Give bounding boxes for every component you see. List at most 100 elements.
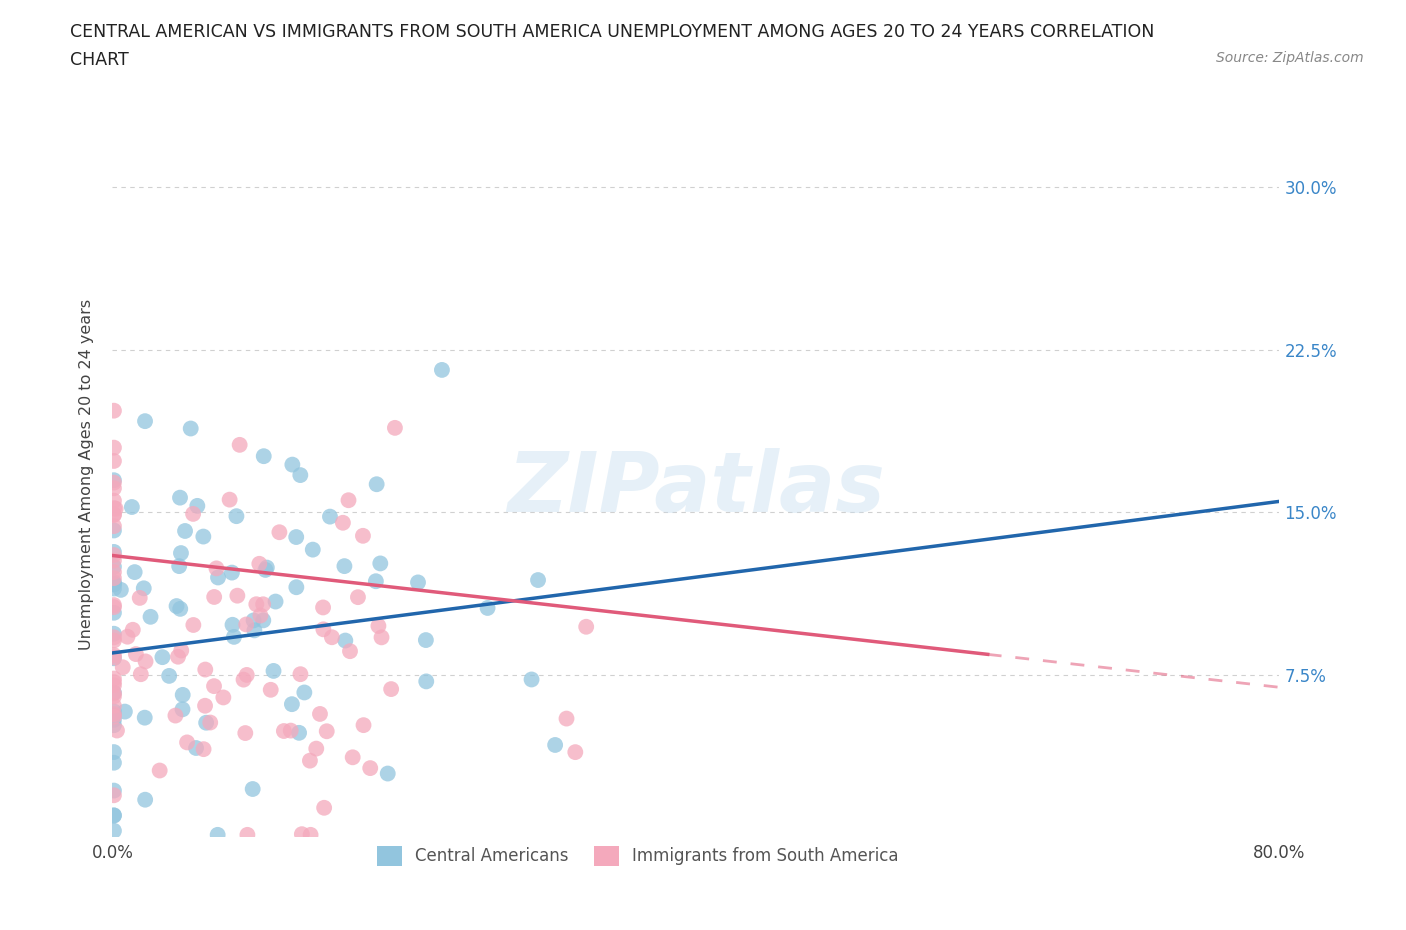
Point xyxy=(103,689,125,704)
Point xyxy=(180,421,202,436)
Point xyxy=(103,472,125,487)
Point xyxy=(242,781,264,796)
Point xyxy=(281,458,304,472)
Point xyxy=(254,563,277,578)
Point xyxy=(527,573,550,588)
Point xyxy=(221,618,243,632)
Point xyxy=(103,500,125,515)
Point xyxy=(174,524,197,538)
Point xyxy=(103,508,125,523)
Point xyxy=(520,672,543,687)
Point xyxy=(103,671,125,686)
Point xyxy=(288,725,311,740)
Point xyxy=(167,649,190,664)
Point xyxy=(183,618,205,632)
Point xyxy=(125,646,148,661)
Point xyxy=(228,437,250,452)
Point xyxy=(103,544,125,559)
Point xyxy=(103,581,125,596)
Point xyxy=(103,605,125,620)
Point xyxy=(103,475,125,490)
Point xyxy=(339,644,361,658)
Point xyxy=(366,477,388,492)
Point xyxy=(103,630,125,644)
Point xyxy=(321,630,343,644)
Point xyxy=(370,630,392,644)
Point xyxy=(103,633,125,648)
Point xyxy=(335,633,357,648)
Point xyxy=(103,783,125,798)
Point xyxy=(103,808,125,823)
Point xyxy=(212,690,235,705)
Point xyxy=(281,697,304,711)
Point xyxy=(181,507,204,522)
Point xyxy=(280,724,302,738)
Point xyxy=(103,704,125,719)
Point xyxy=(103,745,125,760)
Point xyxy=(252,597,274,612)
Point xyxy=(103,647,125,662)
Point xyxy=(236,668,259,683)
Point xyxy=(186,498,208,513)
Point xyxy=(301,542,323,557)
Point xyxy=(103,565,125,579)
Point xyxy=(103,575,125,590)
Point xyxy=(103,600,125,615)
Point xyxy=(235,617,257,631)
Point xyxy=(252,613,274,628)
Point xyxy=(103,404,125,418)
Point xyxy=(253,449,276,464)
Text: CHART: CHART xyxy=(70,51,129,69)
Point xyxy=(430,363,453,378)
Point xyxy=(193,529,215,544)
Point xyxy=(169,602,191,617)
Point xyxy=(103,707,125,722)
Point xyxy=(169,490,191,505)
Y-axis label: Unemployment Among Ages 20 to 24 years: Unemployment Among Ages 20 to 24 years xyxy=(79,299,94,650)
Point xyxy=(245,597,267,612)
Point xyxy=(544,737,567,752)
Point xyxy=(176,735,198,750)
Point xyxy=(121,622,143,637)
Point xyxy=(264,594,287,609)
Point xyxy=(103,481,125,496)
Point xyxy=(103,678,125,693)
Point xyxy=(134,414,156,429)
Point xyxy=(205,561,228,576)
Point xyxy=(103,712,125,727)
Point xyxy=(157,669,180,684)
Point xyxy=(103,559,125,574)
Point xyxy=(103,651,125,666)
Point xyxy=(110,582,132,597)
Point xyxy=(260,683,283,698)
Text: Source: ZipAtlas.com: Source: ZipAtlas.com xyxy=(1216,51,1364,65)
Point xyxy=(337,493,360,508)
Point xyxy=(103,523,125,538)
Point xyxy=(103,707,125,722)
Point xyxy=(285,529,308,544)
Point xyxy=(135,654,157,669)
Point xyxy=(111,660,134,675)
Point xyxy=(103,718,125,733)
Point xyxy=(103,577,125,591)
Point xyxy=(314,801,336,816)
Point xyxy=(292,685,315,700)
Point xyxy=(290,667,312,682)
Point xyxy=(564,745,586,760)
Point xyxy=(103,823,125,838)
Point xyxy=(134,792,156,807)
Point xyxy=(236,828,259,843)
Point xyxy=(269,525,291,539)
Point xyxy=(256,560,278,575)
Point xyxy=(353,718,375,733)
Point xyxy=(128,591,150,605)
Point xyxy=(575,619,598,634)
Point xyxy=(290,468,312,483)
Point xyxy=(103,548,125,563)
Point xyxy=(165,708,187,723)
Point xyxy=(103,519,125,534)
Point xyxy=(333,559,356,574)
Point xyxy=(298,753,321,768)
Point xyxy=(202,590,225,604)
Point xyxy=(273,724,295,738)
